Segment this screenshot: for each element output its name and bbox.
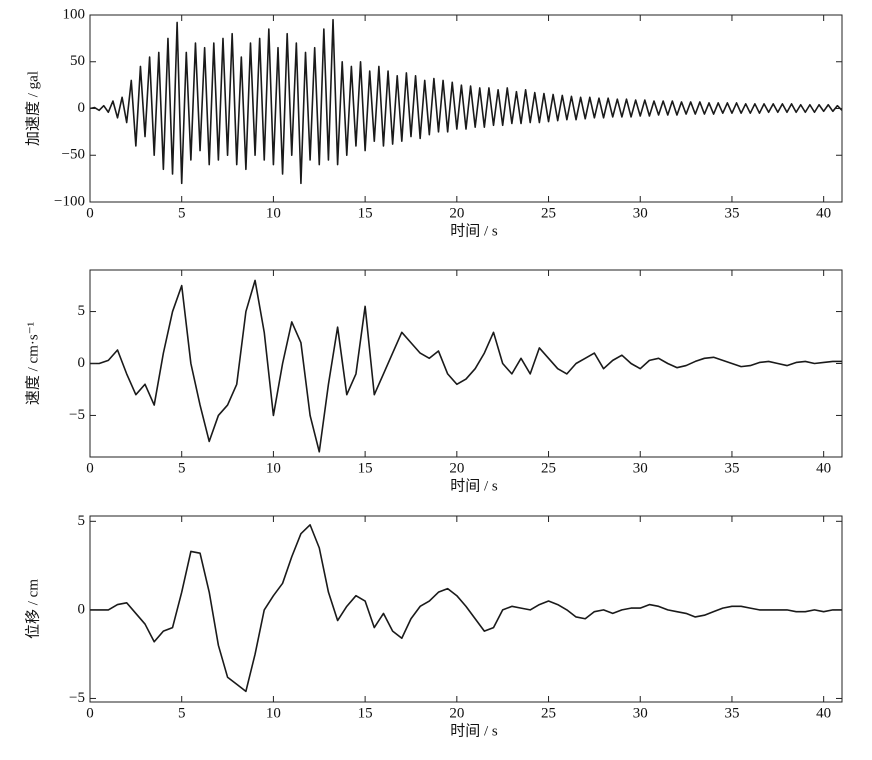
x-tick-label: 5 (178, 460, 186, 476)
y-axis-label: 速度 / cm·s⁻¹ (24, 322, 41, 405)
x-tick-label: 10 (266, 205, 281, 221)
axes-frame (89, 515, 843, 703)
y-tick-label: 5 (78, 513, 86, 529)
x-tick-label: 5 (178, 705, 186, 721)
x-tick-label: 0 (86, 460, 94, 476)
x-tick-label: 40 (816, 205, 831, 221)
x-tick-label: 25 (541, 460, 556, 476)
y-tick-label: 0 (78, 601, 86, 617)
y-tick-label: 0 (78, 100, 86, 116)
x-tick-label: 0 (86, 705, 94, 721)
x-tick-label: 15 (358, 460, 373, 476)
x-tick-label: 30 (633, 205, 648, 221)
x-axis-label: 时间 / s (450, 477, 498, 494)
x-tick-label: 40 (816, 705, 831, 721)
y-tick-label: 5 (78, 303, 86, 319)
y-axis-label: 位移 / cm (24, 579, 41, 639)
x-tick-label: 15 (358, 205, 373, 221)
x-tick-label: 15 (358, 705, 373, 721)
x-tick-label: 20 (449, 460, 464, 476)
x-tick-label: 20 (449, 705, 464, 721)
x-tick-label: 25 (541, 205, 556, 221)
x-tick-label: 10 (266, 460, 281, 476)
y-tick-label: −100 (54, 193, 85, 209)
x-tick-label: 35 (724, 460, 739, 476)
signal-line (89, 18, 843, 185)
y-tick-label: −5 (69, 690, 85, 706)
x-tick-label: 30 (633, 460, 648, 476)
x-tick-label: 0 (86, 205, 94, 221)
x-tick-label: 35 (724, 205, 739, 221)
x-axis-label: 时间 / s (450, 222, 498, 239)
y-axis-label: 加速度 / gal (24, 71, 41, 146)
x-tick-label: 25 (541, 705, 556, 721)
x-axis-label: 时间 / s (450, 722, 498, 739)
signal-line (90, 279, 842, 453)
x-tick-label: 10 (266, 705, 281, 721)
x-tick-label: 40 (816, 460, 831, 476)
signal-line (90, 524, 842, 693)
x-tick-label: 30 (633, 705, 648, 721)
y-tick-label: 100 (63, 6, 86, 22)
axes-frame (89, 269, 843, 458)
y-tick-label: 0 (78, 355, 86, 371)
y-tick-label: 50 (70, 53, 85, 69)
x-tick-label: 5 (178, 205, 186, 221)
x-tick-label: 35 (724, 705, 739, 721)
y-tick-label: −50 (62, 147, 85, 163)
y-tick-label: −5 (69, 407, 85, 423)
x-tick-label: 20 (449, 205, 464, 221)
